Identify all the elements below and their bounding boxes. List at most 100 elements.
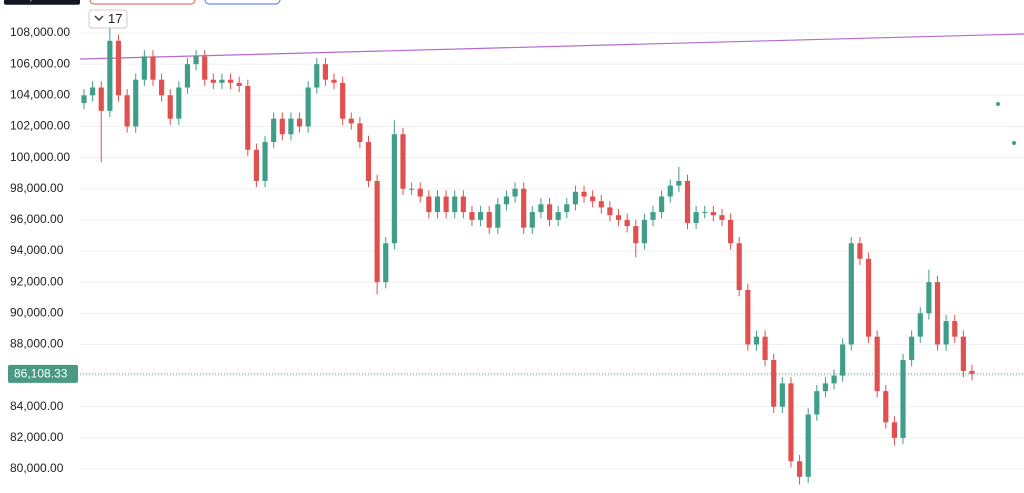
candle-body [236,82,242,86]
candle-body [486,212,492,228]
candle-body [521,188,527,228]
candle-body [555,212,561,220]
candle-body [460,196,466,213]
candle-body [926,282,932,314]
candle-body [615,215,622,220]
candle-body [409,188,415,190]
candle-body [296,118,303,127]
candle-body [202,56,208,80]
candle-body [469,212,475,220]
y-tick-label: 98,000.00 [10,181,64,195]
interval-label: 17 [108,11,122,26]
candle-body [865,258,872,337]
candle-body [477,212,484,220]
candle-body [184,64,191,88]
candle-body [391,134,397,244]
candle-body [659,196,665,213]
candle-body [796,461,803,477]
candle-body [262,142,268,181]
candle-body [150,56,156,80]
candle-body [693,212,699,223]
candle-body [245,85,251,150]
candle-body [934,282,941,345]
candle-body [788,383,794,462]
candle-body [564,204,570,213]
candle-body [607,207,613,216]
toolbar-button[interactable] [204,0,281,5]
y-tick-label: 88,000.00 [10,337,64,351]
candle-body [141,56,147,80]
candle-body [365,142,372,181]
toolbar-button[interactable] [89,0,196,5]
candle-body [650,212,656,220]
marker-dot [1012,141,1016,146]
y-tick-label: 106,000.00 [10,56,70,70]
candle-body [512,188,518,197]
candle-body [305,87,311,127]
candle-body [745,289,751,345]
interval-box[interactable] [88,9,128,29]
last-price-label: 86,108.33 [14,367,68,381]
candle-body [633,226,639,244]
candle-body [952,321,958,337]
candle-body [883,391,889,423]
candle-body [176,87,182,119]
candle-body [271,118,277,143]
interval-selector[interactable]: 17 [88,9,128,29]
candle-body [676,180,682,186]
candle-body [848,243,854,345]
crosshair-box [4,0,80,5]
y-tick-label: 84,000.00 [10,399,64,413]
candle-body [400,134,406,189]
candle-body [443,196,449,213]
candle-body [383,243,389,283]
candle-body [167,95,173,119]
candle-body [598,201,604,208]
candle-body [331,79,337,83]
y-tick-label: 100,000.00 [10,150,70,164]
candle-body [779,383,785,407]
candle-body [348,118,354,124]
candle-body [762,336,768,361]
crosshair-label: 110,262.83 [10,0,69,3]
candle-body [969,370,975,374]
candle-body [452,196,458,213]
candle-body [426,196,432,213]
candle-body [322,64,328,80]
candle-body [98,87,104,111]
candle-body [314,64,320,88]
candle-body [434,196,441,213]
candle-body [417,188,423,197]
trendline [79,33,1024,60]
candle-body [641,219,647,244]
candle-body [538,204,544,213]
candle-body [822,383,829,392]
candle-body [771,360,777,407]
candle-body [529,212,535,228]
candle-body [719,215,725,220]
candle-body [909,336,915,361]
candle-body [107,40,113,111]
candle-body [857,243,863,259]
candle-body [115,40,122,96]
y-tick-label: 90,000.00 [10,305,64,319]
y-tick-label: 80,000.00 [10,461,64,475]
y-tick-label: 92,000.00 [10,274,64,288]
candle-body [288,118,294,135]
candle-body [81,95,87,104]
candle-body [840,344,846,376]
y-tick-label: 102,000.00 [10,119,70,133]
candle-body [159,79,165,96]
y-tick-label: 82,000.00 [10,430,64,444]
candle-body [753,336,760,345]
candle-body [667,185,673,197]
candle-body [728,219,734,244]
candle-body [943,321,949,345]
candle-body [814,391,820,415]
candle-body [279,118,285,135]
candle-body [90,87,96,96]
grid-layer [80,32,1024,470]
candle-body [624,219,630,227]
candle-body [831,375,837,384]
last-price-box [8,364,78,383]
